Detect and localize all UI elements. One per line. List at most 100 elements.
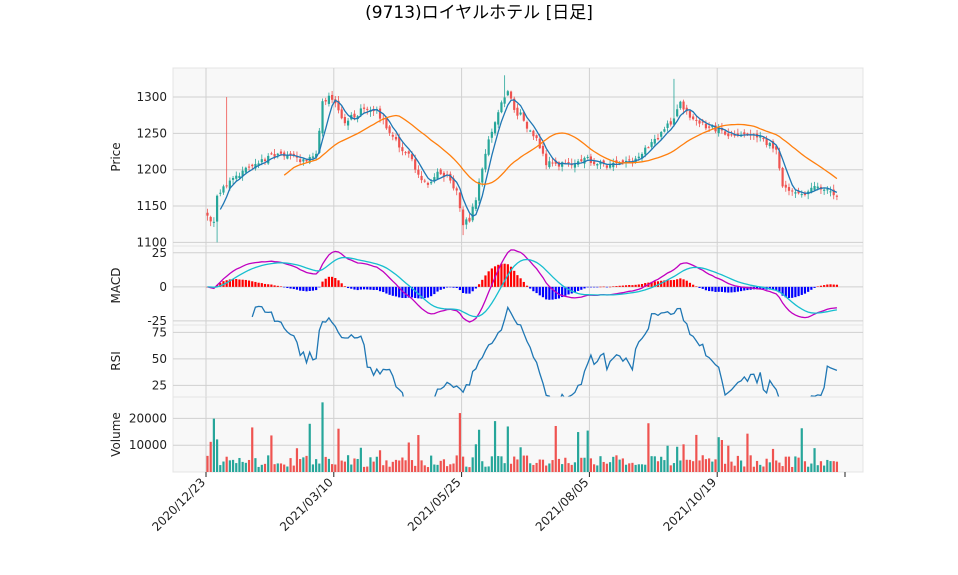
candle-body <box>267 155 270 164</box>
volume-bar <box>580 457 583 472</box>
price-panel: 1100 1150 1200 1250 1300 Price <box>109 67 864 249</box>
candle-body <box>548 161 551 168</box>
rsi-axis-label: RSI <box>109 351 123 371</box>
volume-bar <box>784 456 787 472</box>
candle-body <box>295 156 299 158</box>
y-tick-label: 25 <box>152 246 167 260</box>
macd-hist-bar <box>679 278 682 287</box>
price-y-ticks: 1100 1150 1200 1250 1300 <box>136 90 167 249</box>
macd-hist-bar <box>474 286 477 289</box>
x-tick-label: 2020/12/23 <box>149 475 208 534</box>
candle-body <box>704 123 708 129</box>
candle-body <box>407 151 410 154</box>
volume-bar <box>813 448 816 472</box>
macd-hist-bar <box>407 286 410 298</box>
candle-body <box>567 162 570 164</box>
macd-hist-bar <box>813 286 816 288</box>
candle-body <box>762 137 765 140</box>
candle-body <box>717 127 720 134</box>
candle-body <box>746 133 749 135</box>
macd-hist-bar <box>618 285 621 287</box>
volume-bar <box>535 462 538 472</box>
volume-bar <box>468 467 471 472</box>
candle-body <box>778 151 781 169</box>
candle-body <box>241 170 244 177</box>
candle-body <box>775 146 778 150</box>
candle-body <box>452 178 455 189</box>
candle-body <box>743 132 746 135</box>
candle-body <box>251 164 254 167</box>
candle-body <box>244 167 247 173</box>
volume-bar <box>337 428 340 472</box>
macd-hist-bar <box>500 263 503 287</box>
y-tick-label: 25 <box>152 378 167 392</box>
macd-hist-bar <box>535 286 538 294</box>
candle-body <box>206 212 209 216</box>
candle-body <box>669 121 672 125</box>
volume-bar <box>452 463 455 472</box>
macd-hist-bar <box>308 286 311 291</box>
macd-hist-bar <box>554 286 557 300</box>
macd-hist-bar <box>346 286 350 289</box>
macd-hist-bar <box>513 270 516 287</box>
volume-bar <box>660 456 663 472</box>
macd-hist-bar <box>465 286 468 294</box>
candle-body <box>260 159 263 163</box>
volume-bar <box>701 455 704 472</box>
candle-body <box>493 122 497 134</box>
macd-hist-bar <box>324 278 327 287</box>
volume-bar <box>787 456 791 472</box>
macd-hist-bar <box>254 281 257 287</box>
candle-body <box>771 141 775 149</box>
candle-body <box>644 147 647 155</box>
candle-body <box>222 186 225 193</box>
candle-body <box>519 112 522 115</box>
macd-hist-bar <box>487 271 490 287</box>
volume-bar <box>289 458 292 472</box>
macd-hist-bar <box>701 286 704 289</box>
macd-axis-label: MACD <box>109 268 123 304</box>
candle-body <box>823 189 826 191</box>
candle-body <box>708 126 711 128</box>
volume-bar <box>331 464 334 472</box>
candle-body <box>238 175 241 179</box>
volume-bar <box>723 463 727 472</box>
y-tick-label: -25 <box>147 314 167 328</box>
candle-body <box>359 108 362 116</box>
macd-hist-bar <box>430 286 433 297</box>
candle-body <box>835 195 839 197</box>
macd-hist-bar <box>350 286 353 289</box>
volume-bar <box>599 456 602 472</box>
candle-body <box>337 100 340 111</box>
candle-body <box>647 147 650 149</box>
candle-body <box>420 175 423 181</box>
macd-hist-bar <box>449 286 452 288</box>
macd-hist-bar <box>276 285 279 287</box>
macd-hist-bar <box>295 286 299 290</box>
volume-bar <box>493 421 497 472</box>
y-tick-label: 1300 <box>136 90 167 104</box>
candle-body <box>736 133 739 135</box>
macd-hist-bar <box>746 286 749 291</box>
volume-bar <box>698 460 701 472</box>
volume-bar <box>484 466 487 472</box>
macd-hist-bar <box>519 278 522 287</box>
volume-bar <box>366 466 369 472</box>
macd-hist-bar <box>286 286 289 289</box>
macd-hist-bar <box>669 280 672 287</box>
volume-bar <box>676 446 679 472</box>
volume-bar <box>407 442 410 472</box>
candle-body <box>302 159 305 162</box>
volume-bar <box>305 455 308 472</box>
volume-bar <box>583 457 586 472</box>
candle-body <box>209 216 212 222</box>
price-axis-label: Price <box>109 142 123 171</box>
macd-hist-bar <box>446 286 449 288</box>
macd-hist-bar <box>484 275 487 287</box>
volume-bar <box>414 465 417 472</box>
candle-body <box>468 217 471 222</box>
candle-body <box>723 131 727 135</box>
macd-hist-bar <box>525 285 529 287</box>
volume-bar <box>608 462 612 472</box>
volume-bar <box>267 455 270 472</box>
